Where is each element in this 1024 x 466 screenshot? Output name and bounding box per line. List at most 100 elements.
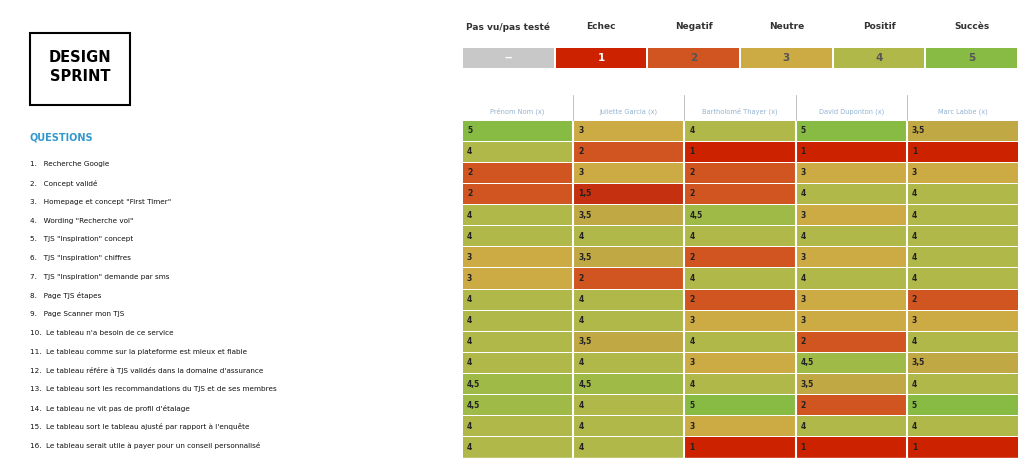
Text: 2: 2	[801, 337, 806, 346]
FancyBboxPatch shape	[685, 438, 795, 458]
FancyBboxPatch shape	[796, 121, 906, 141]
Text: 4: 4	[467, 422, 472, 431]
Text: 3,5: 3,5	[579, 253, 592, 262]
FancyBboxPatch shape	[907, 226, 1018, 246]
Text: 6.   TJS "Inspiration" chiffres: 6. TJS "Inspiration" chiffres	[30, 255, 131, 261]
Text: 5: 5	[911, 401, 916, 410]
FancyBboxPatch shape	[573, 268, 684, 288]
Text: 3: 3	[689, 422, 694, 431]
Text: 3: 3	[689, 358, 694, 367]
FancyBboxPatch shape	[685, 247, 795, 267]
Text: 2: 2	[467, 190, 472, 199]
Text: 5: 5	[968, 53, 975, 63]
FancyBboxPatch shape	[796, 374, 906, 394]
Text: 3,5: 3,5	[579, 211, 592, 219]
Text: 4,5: 4,5	[579, 380, 592, 389]
Text: 4: 4	[689, 337, 694, 346]
FancyBboxPatch shape	[907, 184, 1018, 204]
FancyBboxPatch shape	[463, 247, 572, 267]
Text: 4: 4	[467, 295, 472, 304]
Text: 1: 1	[689, 443, 694, 452]
Text: 4: 4	[579, 232, 584, 240]
FancyBboxPatch shape	[463, 184, 572, 204]
Text: 2: 2	[579, 274, 584, 283]
FancyBboxPatch shape	[907, 268, 1018, 288]
Text: 2: 2	[689, 295, 694, 304]
Text: 4: 4	[467, 232, 472, 240]
FancyBboxPatch shape	[463, 311, 572, 331]
FancyBboxPatch shape	[685, 311, 795, 331]
FancyBboxPatch shape	[463, 416, 572, 436]
Text: 4: 4	[467, 358, 472, 367]
Text: 4: 4	[467, 211, 472, 219]
Text: 3: 3	[801, 253, 806, 262]
FancyBboxPatch shape	[685, 374, 795, 394]
FancyBboxPatch shape	[907, 121, 1018, 141]
Text: Pas vu/pas testé: Pas vu/pas testé	[466, 22, 550, 32]
Text: Prénom Nom (x): Prénom Nom (x)	[490, 108, 545, 115]
Text: --: --	[504, 53, 513, 63]
Text: 3,5: 3,5	[801, 380, 814, 389]
FancyBboxPatch shape	[796, 395, 906, 415]
FancyBboxPatch shape	[796, 416, 906, 436]
FancyBboxPatch shape	[463, 268, 572, 288]
FancyBboxPatch shape	[685, 353, 795, 373]
Text: 1.   Recherche Google: 1. Recherche Google	[30, 161, 110, 167]
FancyBboxPatch shape	[573, 142, 684, 162]
FancyBboxPatch shape	[573, 226, 684, 246]
Text: Bartholomé Thayer (x): Bartholomé Thayer (x)	[702, 108, 778, 115]
Text: 3: 3	[801, 295, 806, 304]
Text: 2: 2	[467, 168, 472, 177]
FancyBboxPatch shape	[796, 332, 906, 352]
FancyBboxPatch shape	[463, 332, 572, 352]
Text: 4: 4	[689, 380, 694, 389]
FancyBboxPatch shape	[463, 395, 572, 415]
Text: DESIGN
SPRINT: DESIGN SPRINT	[49, 49, 112, 84]
FancyBboxPatch shape	[573, 332, 684, 352]
Text: 4: 4	[467, 337, 472, 346]
Text: 3: 3	[467, 253, 472, 262]
Text: QUESTIONS: QUESTIONS	[30, 133, 93, 143]
FancyBboxPatch shape	[685, 416, 795, 436]
Text: 5: 5	[467, 126, 472, 135]
FancyBboxPatch shape	[796, 142, 906, 162]
Text: 3: 3	[782, 53, 790, 63]
Text: 1: 1	[689, 147, 694, 156]
Text: 4: 4	[467, 316, 472, 325]
FancyBboxPatch shape	[463, 163, 572, 183]
FancyBboxPatch shape	[573, 374, 684, 394]
FancyBboxPatch shape	[573, 438, 684, 458]
Text: 4: 4	[911, 211, 918, 219]
Text: 4: 4	[579, 443, 584, 452]
FancyBboxPatch shape	[685, 205, 795, 225]
Text: 4: 4	[467, 443, 472, 452]
FancyBboxPatch shape	[907, 353, 1018, 373]
FancyBboxPatch shape	[796, 163, 906, 183]
FancyBboxPatch shape	[573, 353, 684, 373]
Text: 2.   Concept validé: 2. Concept validé	[30, 179, 97, 186]
FancyBboxPatch shape	[907, 142, 1018, 162]
Text: 16.  Le tableau serait utile à payer pour un conseil personnalisé: 16. Le tableau serait utile à payer pour…	[30, 442, 260, 449]
Text: 1: 1	[801, 443, 806, 452]
FancyBboxPatch shape	[685, 184, 795, 204]
Text: Juliette Garcia (x): Juliette Garcia (x)	[600, 109, 657, 115]
Text: 4: 4	[911, 337, 918, 346]
Text: 14.  Le tableau ne vit pas de profil d'étalage: 14. Le tableau ne vit pas de profil d'ét…	[30, 404, 189, 411]
Text: Succès: Succès	[954, 22, 989, 31]
Text: 2: 2	[801, 401, 806, 410]
FancyBboxPatch shape	[834, 48, 925, 68]
FancyBboxPatch shape	[907, 438, 1018, 458]
FancyBboxPatch shape	[463, 226, 572, 246]
Text: 4: 4	[579, 401, 584, 410]
Text: 4,5: 4,5	[801, 358, 814, 367]
Text: 4: 4	[579, 358, 584, 367]
Text: 2: 2	[689, 168, 694, 177]
Text: 4: 4	[689, 274, 694, 283]
Text: 4: 4	[689, 232, 694, 240]
FancyBboxPatch shape	[463, 374, 572, 394]
FancyBboxPatch shape	[573, 121, 684, 141]
FancyBboxPatch shape	[796, 289, 906, 309]
Text: 4: 4	[579, 295, 584, 304]
Text: 4: 4	[801, 422, 806, 431]
Text: 4: 4	[876, 53, 883, 63]
